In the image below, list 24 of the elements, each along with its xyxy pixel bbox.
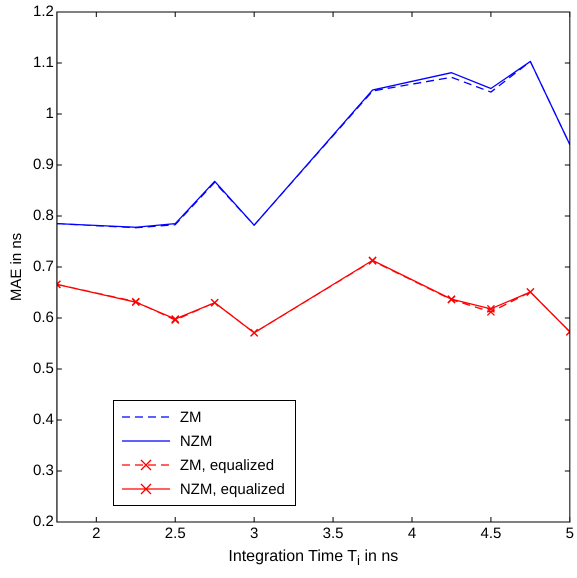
y-tick-label: 0.9 xyxy=(32,156,54,174)
x-tick-label: 4.5 xyxy=(480,525,502,542)
y-tick-label: 1 xyxy=(46,105,54,122)
x-axis-title: Integration Time T$_{i}$ in ns xyxy=(228,548,398,568)
y-tick-label: 0.7 xyxy=(32,258,54,276)
x-tick-label: 2.5 xyxy=(164,525,186,542)
legend-label: ZM xyxy=(180,408,202,426)
y-tick-label: 1.1 xyxy=(32,54,54,72)
legend-label: ZM, equalized xyxy=(180,456,274,474)
y-tick-label: 0.5 xyxy=(32,360,54,378)
legend-label: NZM, equalized xyxy=(180,480,285,498)
y-tick-label: 0.3 xyxy=(32,462,54,480)
x-tick-label: 3.5 xyxy=(322,525,344,542)
legend-label: NZM xyxy=(180,432,212,450)
y-axis-title: MAE in ns xyxy=(8,232,26,302)
y-tick-label: 1.2 xyxy=(32,3,54,20)
x-tick-label: 4 xyxy=(408,525,416,542)
x-tick-label: 3 xyxy=(250,525,258,542)
x-tick-label: 5 xyxy=(566,525,574,542)
y-tick-label: 0.2 xyxy=(32,513,54,530)
y-tick-label: 0.4 xyxy=(32,411,54,428)
y-tick-label: 0.6 xyxy=(32,309,54,326)
y-tick-label: 0.8 xyxy=(32,207,54,224)
x-tick-label: 2 xyxy=(92,525,100,542)
